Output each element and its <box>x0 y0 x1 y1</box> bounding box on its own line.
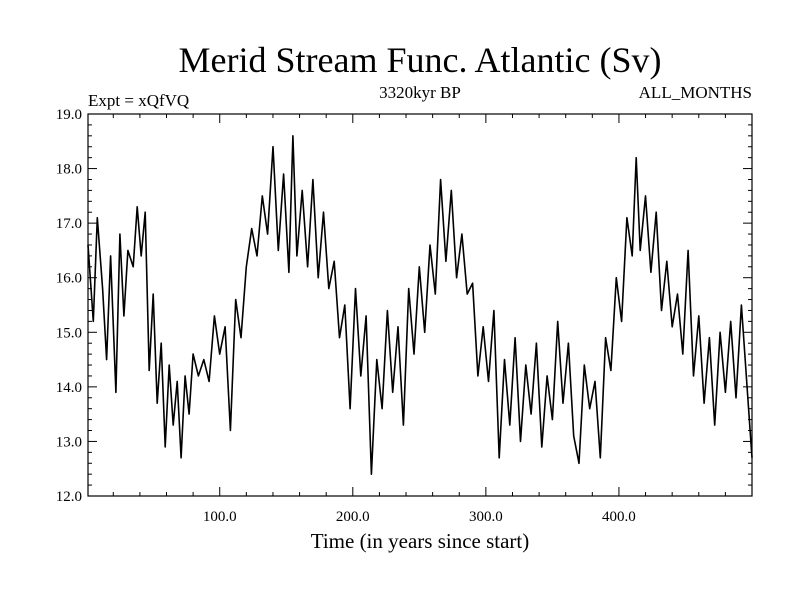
chart-title: Merid Stream Func. Atlantic (Sv) <box>179 40 662 80</box>
y-tick-label: 18.0 <box>56 162 82 178</box>
x-tick-label: 200.0 <box>336 509 370 525</box>
x-tick-label: 300.0 <box>469 509 503 525</box>
subtitle-period: 3320kyr BP <box>379 83 461 102</box>
y-tick-label: 15.0 <box>56 325 82 341</box>
plot-area: 12.0 13.0 14.0 15.0 16.0 17.0 18.0 19.0 100.0 200… <box>56 107 753 525</box>
x-tick-label: 100.0 <box>203 509 237 525</box>
subtitle-months: ALL_MONTHS <box>639 83 752 102</box>
x-axis-label: Time (in years since start) <box>311 529 530 553</box>
y-tick-label: 14.0 <box>56 380 82 396</box>
axes-frame <box>87 113 753 497</box>
x-tick-label: 400.0 <box>602 509 636 525</box>
y-tick-label: 13.0 <box>56 434 82 450</box>
y-tick-label: 16.0 <box>56 271 82 287</box>
series-line <box>87 135 753 475</box>
y-tick-label: 19.0 <box>56 107 82 123</box>
y-tick-label: 12.0 <box>56 489 82 505</box>
y-tick-label: 17.0 <box>56 216 82 232</box>
subtitle-expt: Expt = xQfVQ <box>88 91 189 110</box>
